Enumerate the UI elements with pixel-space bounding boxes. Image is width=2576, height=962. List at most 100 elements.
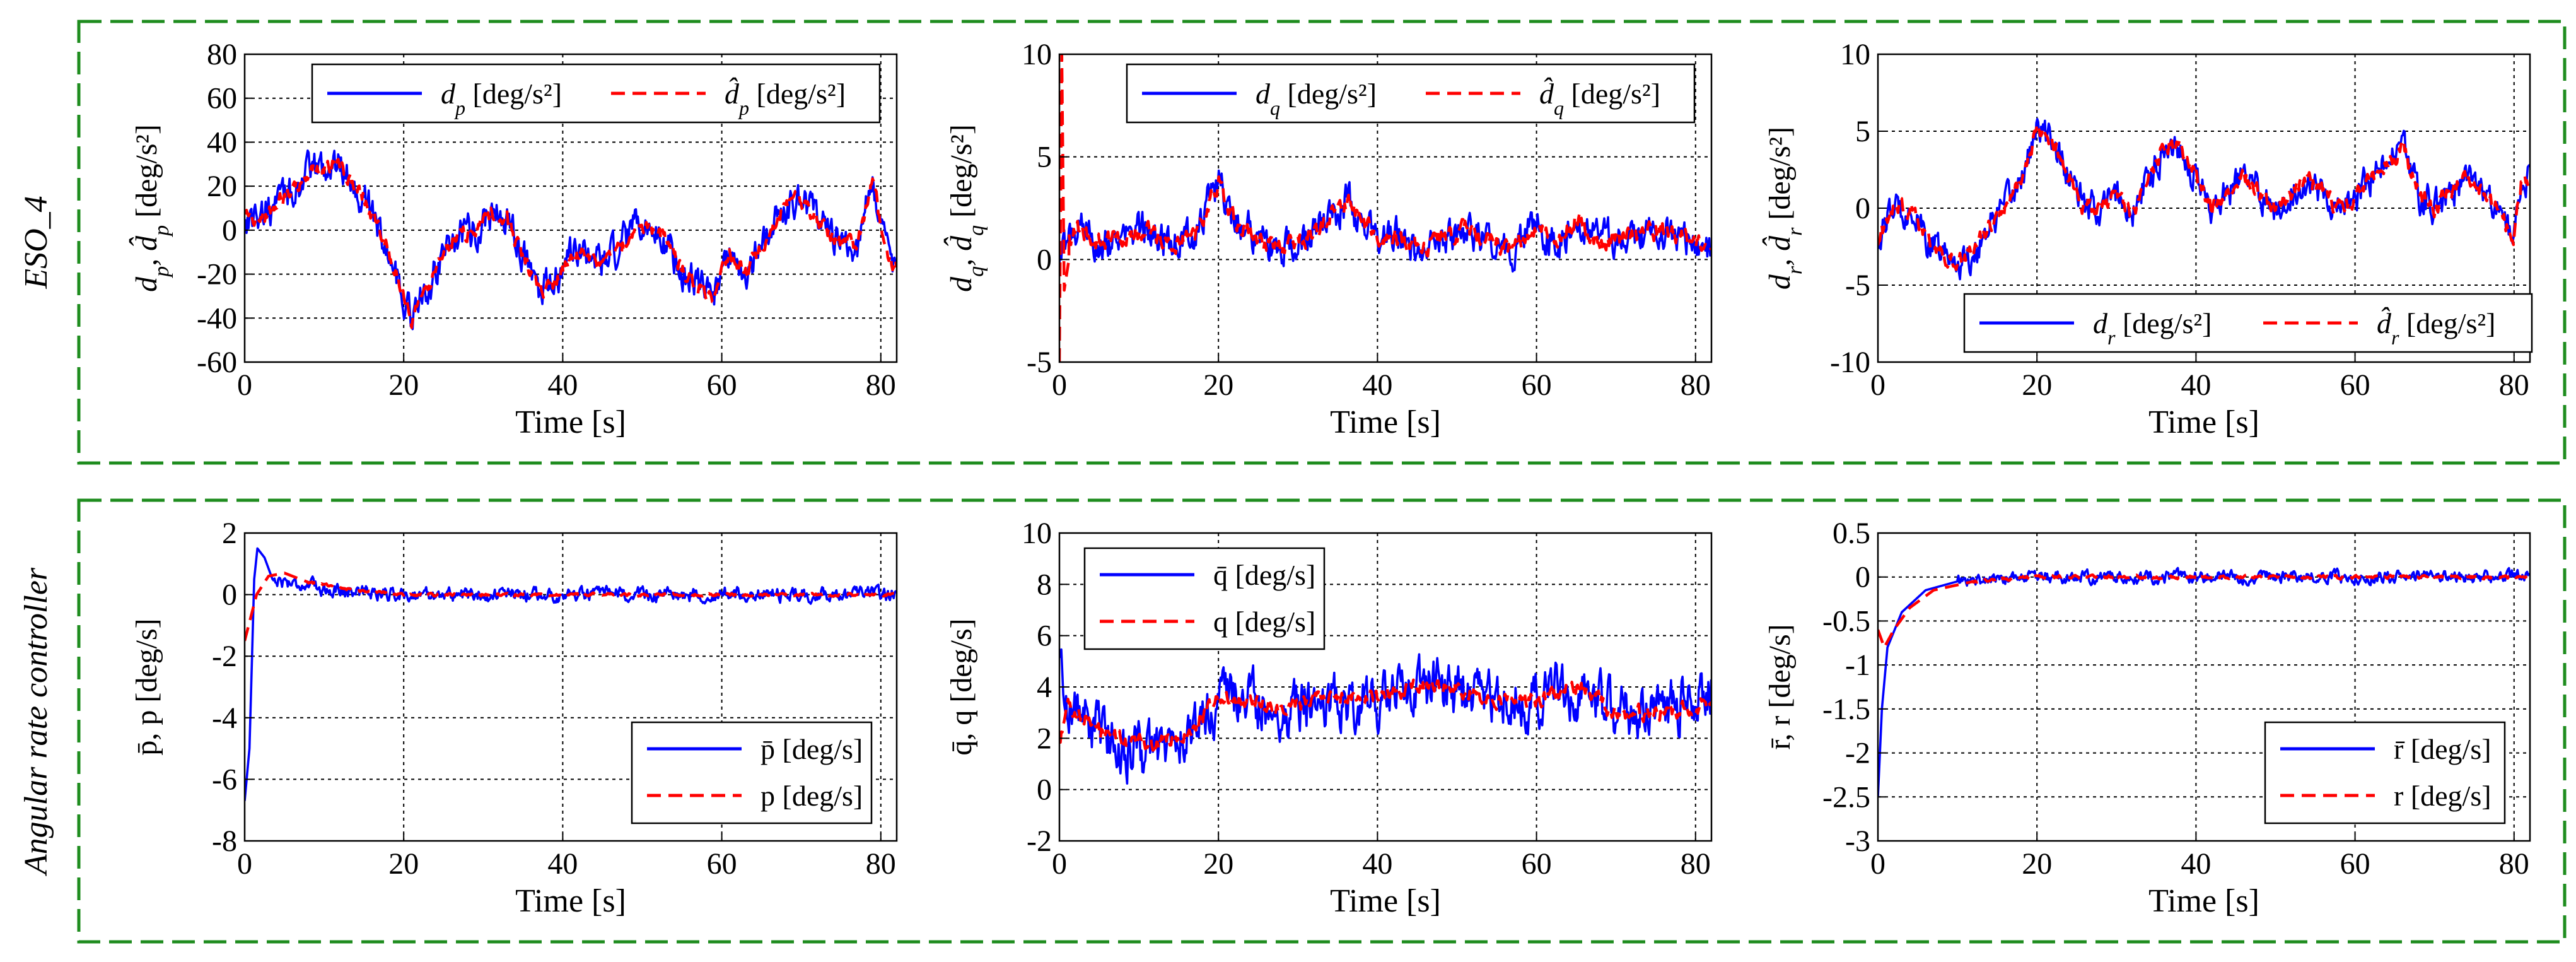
label-part: r: [2107, 326, 2116, 349]
controller-group-border: [77, 498, 2567, 944]
row-label-eso: ESO_4: [18, 196, 54, 289]
y-tick-label: -8: [212, 824, 237, 858]
y-axis-label: dp, d̂p [deg/s²]: [128, 124, 173, 292]
y-tick-label: 0: [222, 578, 237, 612]
y-tick-label: 10: [1022, 38, 1052, 71]
label-part: d̂: [725, 78, 740, 110]
label-part: p: [738, 97, 749, 119]
x-tick-label: 20: [1203, 847, 1233, 881]
x-axis-label: Time [s]: [1330, 404, 1441, 440]
y-tick-label: -3: [1845, 824, 1870, 858]
label-part: p: [150, 225, 173, 237]
label-part: p: [454, 97, 465, 119]
label-part: d: [2093, 307, 2108, 339]
label-part: q̄ [deg/s]: [1213, 559, 1315, 591]
x-tick-label: 60: [2340, 368, 2370, 402]
series-line-measured: [245, 149, 897, 331]
plot-frame: [1058, 53, 1713, 363]
label-part: p̄, p [deg/s]: [130, 618, 163, 755]
legend-label: r [deg/s]: [2394, 780, 2491, 812]
x-tick-label: 40: [1362, 847, 1392, 881]
series-line-measured: [245, 547, 897, 801]
legend: q̄ [deg/s] q [deg/s]: [1083, 547, 1326, 650]
label-part: [deg/s²]: [2115, 307, 2212, 339]
y-tick-label: -5: [1027, 346, 1052, 379]
x-tick-label: 40: [547, 847, 578, 881]
y-tick-label: 5: [1855, 115, 1870, 148]
label-part: , d̂: [1761, 235, 1797, 266]
y-axis-label: r̄, r [deg/s]: [1763, 624, 1797, 749]
y-tick-label: 80: [207, 38, 237, 71]
x-tick-label: 0: [1870, 368, 1885, 402]
y-tick-label: -20: [197, 258, 237, 291]
series-group: [1878, 118, 2530, 281]
legend: r̄ [deg/s] r [deg/s]: [2264, 721, 2506, 824]
legend-label: dp [deg/s²]: [441, 78, 562, 119]
label-part: [deg/s²]: [1280, 78, 1377, 110]
y-tick-label: 40: [207, 126, 237, 159]
label-part: [deg/s²]: [130, 124, 163, 225]
y-tick-label: 10: [1840, 38, 1870, 71]
legend: dq [deg/s²] d̂q [deg/s²]: [1126, 63, 1696, 124]
legend-box: [2264, 721, 2506, 824]
x-tick-label: 80: [866, 368, 896, 402]
legend-label: d̂p [deg/s²]: [725, 78, 846, 119]
label-part: r [deg/s]: [2394, 780, 2491, 812]
x-tick-label: 40: [1362, 368, 1392, 402]
label-part: d: [1256, 78, 1271, 110]
label-part: r: [1783, 266, 1807, 274]
x-axis-label: Time [s]: [2148, 404, 2259, 440]
x-axis-label: Time [s]: [1330, 883, 1441, 919]
label-part: r̄, r [deg/s]: [1763, 624, 1797, 749]
label-part: [deg/s²]: [749, 78, 846, 110]
y-tick-label: 6: [1037, 619, 1052, 653]
y-tick-label: 2: [222, 517, 237, 550]
series-group: [1059, 54, 1711, 362]
y-tick-label: -40: [197, 302, 237, 335]
series-line-estimate: [245, 158, 897, 329]
y-tick-label: 0.5: [1833, 517, 1870, 550]
x-axis-label: Time [s]: [515, 883, 626, 919]
x-tick-label: 40: [547, 368, 578, 402]
y-tick-label: -2.5: [1822, 780, 1870, 814]
series-group: [245, 149, 897, 331]
x-tick-label: 60: [707, 368, 737, 402]
y-tick-label: -2: [1845, 737, 1870, 770]
x-tick-label: 80: [2499, 847, 2529, 881]
y-axis-label: dq, d̂q [deg/s²]: [943, 124, 988, 292]
label-part: q [deg/s]: [1213, 606, 1315, 638]
label-part: [deg/s²]: [2399, 307, 2495, 339]
label-part: r: [1783, 227, 1807, 236]
x-tick-label: 20: [2022, 847, 2052, 881]
label-part: [deg/s²]: [945, 124, 978, 225]
row-label-controller: Angular rate controller: [18, 567, 54, 876]
label-part: r̄ [deg/s]: [2394, 733, 2491, 765]
legend-label: r̄ [deg/s]: [2394, 733, 2491, 765]
legend-label: p̄ [deg/s]: [761, 733, 863, 765]
label-part: q: [1270, 97, 1280, 119]
legend-label: d̂r [deg/s²]: [2377, 307, 2495, 349]
y-axis-label: dr, d̂r [deg/s²]: [1761, 127, 1806, 290]
y-tick-label: 0: [1855, 192, 1870, 225]
y-tick-label: -10: [1830, 346, 1870, 379]
x-tick-label: 0: [1870, 847, 1885, 881]
plot-frame: [243, 53, 898, 363]
x-tick-label: 80: [1681, 847, 1711, 881]
y-tick-label: 20: [207, 170, 237, 203]
x-tick-label: 20: [2022, 368, 2052, 402]
legend: p̄ [deg/s] p [deg/s]: [631, 721, 873, 824]
y-tick-label: -2: [212, 640, 237, 673]
y-tick-label: 0: [222, 214, 237, 247]
series-group: [1878, 566, 2530, 797]
y-tick-label: 4: [1037, 671, 1052, 704]
y-tick-label: -1: [1845, 648, 1870, 682]
x-tick-label: 80: [2499, 368, 2529, 402]
label-part: p: [150, 266, 173, 278]
plot-frame: [243, 532, 898, 842]
x-tick-label: 80: [1681, 368, 1711, 402]
